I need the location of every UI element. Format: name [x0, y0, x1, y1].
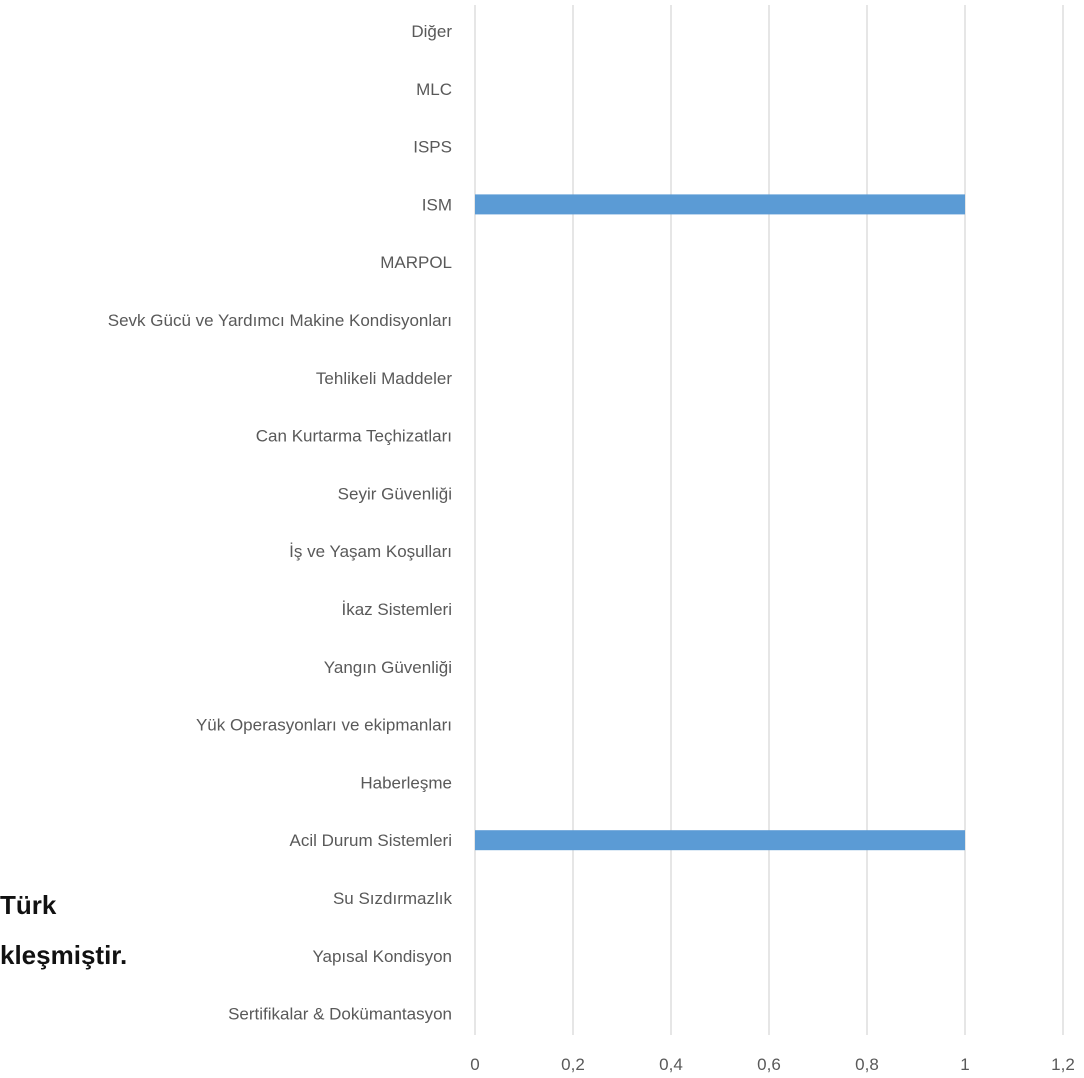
x-tick-label: 0,8: [855, 1055, 879, 1074]
x-tick-label: 1,2: [1051, 1055, 1075, 1074]
x-tick-label: 1: [960, 1055, 969, 1074]
category-label: ISM: [422, 195, 452, 214]
background-text-line-1: Türk: [0, 890, 57, 920]
category-label: İkaz Sistemleri: [341, 600, 452, 619]
category-label: Acil Durum Sistemleri: [290, 831, 452, 850]
category-label: Can Kurtarma Teçhizatları: [256, 427, 452, 446]
category-label: Tehlikeli Maddeler: [316, 369, 452, 388]
category-label: Yük Operasyonları ve ekipmanları: [196, 716, 452, 735]
category-label: Su Sızdırmazlık: [333, 889, 453, 908]
category-label: MARPOL: [380, 253, 452, 272]
category-label: Haberleşme: [360, 773, 452, 792]
x-tick-label: 0,4: [659, 1055, 683, 1074]
background-text-line-2: kleşmiştir.: [0, 940, 128, 970]
x-tick-labels: 0 0,2 0,4 0,6 0,8 1 1,2: [470, 1055, 1075, 1074]
category-label: MLC: [416, 80, 452, 99]
category-label: Yangın Güvenliği: [324, 658, 452, 677]
x-tick-label: 0,2: [561, 1055, 585, 1074]
category-labels: Diğer MLC ISPS ISM MARPOL Sevk Gücü ve Yardım…: [108, 22, 453, 1024]
category-label: Diğer: [411, 22, 452, 41]
x-tick-label: 0: [470, 1055, 479, 1074]
category-label: Seyir Güvenliği: [338, 484, 452, 503]
category-label: Sevk Gücü ve Yardımcı Makine Kondisyonla…: [108, 311, 452, 330]
gridlines: [474, 5, 1064, 1035]
x-tick-label: 0,6: [757, 1055, 781, 1074]
category-label: Sertifikalar & Dokümantasyon: [228, 1005, 452, 1024]
category-label: Yapısal Kondisyon: [312, 947, 452, 966]
category-label: ISPS: [413, 138, 452, 157]
category-label: İş ve Yaşam Koşulları: [289, 542, 452, 561]
bar: [475, 194, 965, 215]
bars: [475, 194, 965, 851]
bar: [475, 830, 965, 851]
